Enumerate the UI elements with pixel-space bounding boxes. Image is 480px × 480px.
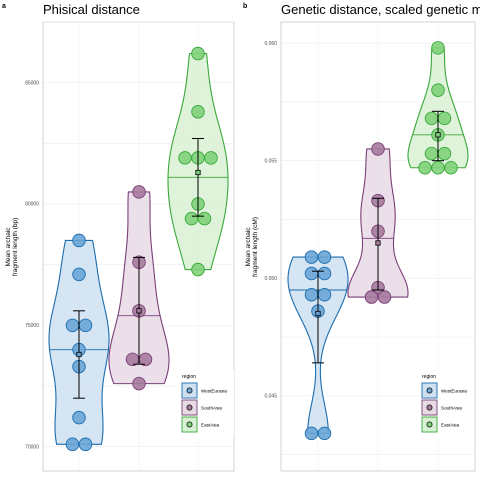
- data-point-SouthAsia: [364, 290, 379, 304]
- data-point-WestEurasia: [304, 287, 319, 302]
- data-point-EastAsia: [431, 83, 445, 97]
- mean-marker-WestEurasia: [76, 351, 82, 358]
- data-point-WestEurasia: [65, 318, 80, 333]
- data-point-WestEurasia: [317, 426, 332, 441]
- data-point-WestEurasia: [78, 318, 93, 333]
- data-point-EastAsia: [191, 262, 205, 277]
- y-tick-label: 75000: [25, 323, 39, 329]
- panel-b-plot: 0.045 0.050 0.055 0.060 region WestEurasia Sou…: [264, 21, 476, 472]
- data-point-WestEurasia: [72, 267, 86, 282]
- data-point-EastAsia: [431, 41, 445, 55]
- y-tick-label: 85000: [25, 80, 39, 86]
- legend-title: region: [422, 374, 436, 380]
- legend-key-dot-WestEurasia: [426, 387, 433, 394]
- data-point-EastAsia: [437, 111, 452, 126]
- panel-a-ylabel-line-2: fragment length (bp): [12, 218, 19, 277]
- panel-b-letter: b: [243, 3, 247, 10]
- panel-b-ylabel-line-1: Mean archaic: [245, 227, 252, 267]
- y-tick-label: 0.050: [264, 276, 277, 282]
- mean-marker-WestEurasia: [315, 310, 321, 317]
- legend-key-dot-WestEurasia: [186, 387, 193, 394]
- legend-label-EastAsia: EastAsia: [441, 423, 460, 428]
- data-point-SouthAsia: [132, 185, 146, 199]
- data-point-WestEurasia: [304, 426, 319, 441]
- mean-marker-SouthAsia: [136, 308, 142, 314]
- data-point-EastAsia: [191, 105, 205, 119]
- panel-a-title: Phisical distance: [43, 2, 140, 17]
- data-point-WestEurasia: [78, 437, 93, 452]
- data-point-SouthAsia: [377, 290, 392, 304]
- y-tick-label: 70000: [25, 444, 39, 450]
- legend-key-dot-SouthAsia: [186, 404, 193, 411]
- data-point-EastAsia: [418, 160, 432, 175]
- data-point-EastAsia: [431, 160, 445, 175]
- data-point-WestEurasia: [304, 250, 319, 264]
- data-point-WestEurasia: [317, 266, 332, 281]
- data-point-EastAsia: [424, 146, 439, 161]
- data-point-EastAsia: [178, 151, 192, 165]
- legend: region WestEurasia SouthAsia EastAsia: [418, 370, 474, 436]
- y-tick-label: 80000: [25, 202, 39, 208]
- legend-title: region: [182, 374, 196, 380]
- data-point-WestEurasia: [304, 266, 319, 281]
- y-tick-label: 0.045: [264, 393, 277, 399]
- data-point-EastAsia: [197, 211, 212, 226]
- legend-label-WestEurasia: WestEurasia: [201, 389, 227, 394]
- panel-a-letter: a: [2, 3, 6, 10]
- mean-marker-EastAsia: [435, 132, 441, 138]
- panel-a-ylabel-line-1: Mean archaic: [5, 227, 12, 267]
- panel-a-plot: 70000 75000 80000 85000 region WestEurasia Sou…: [25, 21, 235, 472]
- legend-label-SouthAsia: SouthAsia: [441, 406, 462, 411]
- mean-marker-EastAsia: [195, 169, 201, 176]
- data-point-WestEurasia: [72, 233, 86, 248]
- legend-key-dot-EastAsia: [426, 421, 433, 428]
- data-point-EastAsia: [437, 146, 452, 161]
- data-point-WestEurasia: [317, 287, 332, 302]
- y-tick-label: 0.055: [264, 158, 277, 164]
- legend-label-EastAsia: EastAsia: [201, 423, 220, 428]
- panel-b-ylabel: Mean archaic fragment length (cM): [245, 217, 259, 277]
- data-point-EastAsia: [204, 151, 218, 165]
- data-point-SouthAsia: [371, 142, 385, 156]
- data-point-EastAsia: [184, 211, 199, 226]
- legend-key-dot-EastAsia: [186, 421, 193, 428]
- mean-marker-SouthAsia: [375, 240, 381, 246]
- data-point-WestEurasia: [72, 410, 86, 425]
- panel-b-ylabel-line-2: fragment length (cM): [252, 217, 259, 277]
- y-tick-label: 0.060: [264, 41, 277, 47]
- data-point-WestEurasia: [317, 250, 332, 264]
- data-point-EastAsia: [444, 160, 458, 175]
- legend-label-WestEurasia: WestEurasia: [441, 389, 467, 394]
- panel-a-ylabel: Mean archaic fragment length (bp): [5, 218, 19, 277]
- legend-label-SouthAsia: SouthAsia: [201, 406, 222, 411]
- data-point-EastAsia: [191, 46, 205, 61]
- legend: region WestEurasia SouthAsia EastAsia: [178, 370, 234, 436]
- data-point-SouthAsia: [132, 376, 146, 391]
- panel-b-title: Genetic distance, scaled genetic map: [281, 2, 480, 17]
- data-point-WestEurasia: [65, 437, 80, 452]
- legend-key-dot-SouthAsia: [426, 404, 433, 411]
- data-point-EastAsia: [424, 111, 439, 126]
